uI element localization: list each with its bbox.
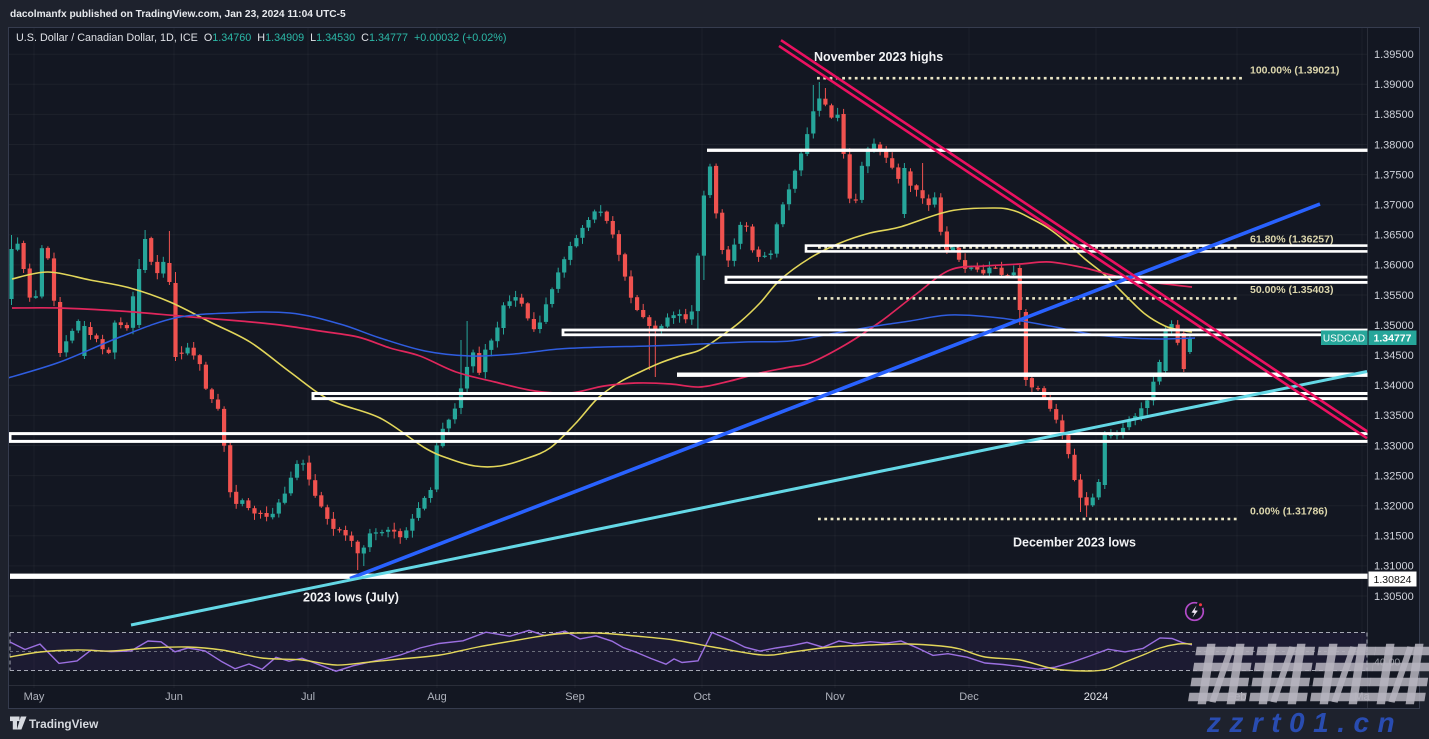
- svg-text:1.39000: 1.39000: [1374, 79, 1414, 91]
- svg-text:1.38500: 1.38500: [1374, 109, 1414, 121]
- svg-text:1.37500: 1.37500: [1374, 169, 1414, 181]
- svg-text:2023 lows (July): 2023 lows (July): [303, 591, 399, 605]
- svg-text:Nov: Nov: [825, 691, 845, 703]
- svg-text:1.32000: 1.32000: [1374, 501, 1414, 513]
- svg-text:Jul: Jul: [301, 691, 315, 703]
- svg-text:100.00% (1.39021): 100.00% (1.39021): [1250, 65, 1339, 77]
- svg-text:1.31500: 1.31500: [1374, 531, 1414, 543]
- svg-text:1.33000: 1.33000: [1374, 440, 1414, 452]
- svg-text:2024: 2024: [1084, 691, 1108, 703]
- svg-text:Jun: Jun: [165, 691, 183, 703]
- svg-text:1.34500: 1.34500: [1374, 350, 1414, 362]
- svg-text:1.31000: 1.31000: [1374, 561, 1414, 573]
- svg-text:1.35000: 1.35000: [1374, 320, 1414, 332]
- svg-text:1.30500: 1.30500: [1374, 591, 1414, 603]
- svg-text:50.00% (1.35403): 50.00% (1.35403): [1250, 284, 1333, 296]
- svg-text:December 2023 lows: December 2023 lows: [1013, 536, 1136, 550]
- svg-text:Dec: Dec: [959, 691, 979, 703]
- svg-text:61.80% (1.36257): 61.80% (1.36257): [1250, 234, 1333, 246]
- svg-text:1.32500: 1.32500: [1374, 470, 1414, 482]
- svg-text:1.30824: 1.30824: [1374, 574, 1412, 586]
- svg-text:Oct: Oct: [693, 691, 710, 703]
- svg-text:1.36000: 1.36000: [1374, 260, 1414, 272]
- svg-text:1.34000: 1.34000: [1374, 380, 1414, 392]
- svg-text:1.39500: 1.39500: [1374, 49, 1414, 61]
- svg-text:November 2023 highs: November 2023 highs: [814, 50, 943, 64]
- svg-text:0.00% (1.31786): 0.00% (1.31786): [1250, 506, 1328, 518]
- svg-text:1.33500: 1.33500: [1374, 410, 1414, 422]
- svg-text:1.37000: 1.37000: [1374, 200, 1414, 212]
- svg-text:dacolmanfx published on Tradin: dacolmanfx published on TradingView.com,…: [10, 9, 346, 20]
- svg-text:USDCAD: USDCAD: [1323, 333, 1365, 344]
- svg-text:1.35500: 1.35500: [1374, 290, 1414, 302]
- svg-text:Aug: Aug: [427, 691, 447, 703]
- svg-text:May: May: [24, 691, 45, 703]
- svg-text:Sep: Sep: [565, 691, 585, 703]
- svg-text:1.38000: 1.38000: [1374, 139, 1414, 151]
- svg-text:zzrt01.cn: zzrt01.cn: [1206, 707, 1403, 738]
- svg-text:1.34777: 1.34777: [1374, 333, 1412, 345]
- svg-text:U.S. Dollar / Canadian Dollar,: U.S. Dollar / Canadian Dollar, 1D, ICE O…: [16, 32, 506, 44]
- svg-text:TradingView: TradingView: [29, 717, 99, 731]
- svg-text:1.36500: 1.36500: [1374, 230, 1414, 242]
